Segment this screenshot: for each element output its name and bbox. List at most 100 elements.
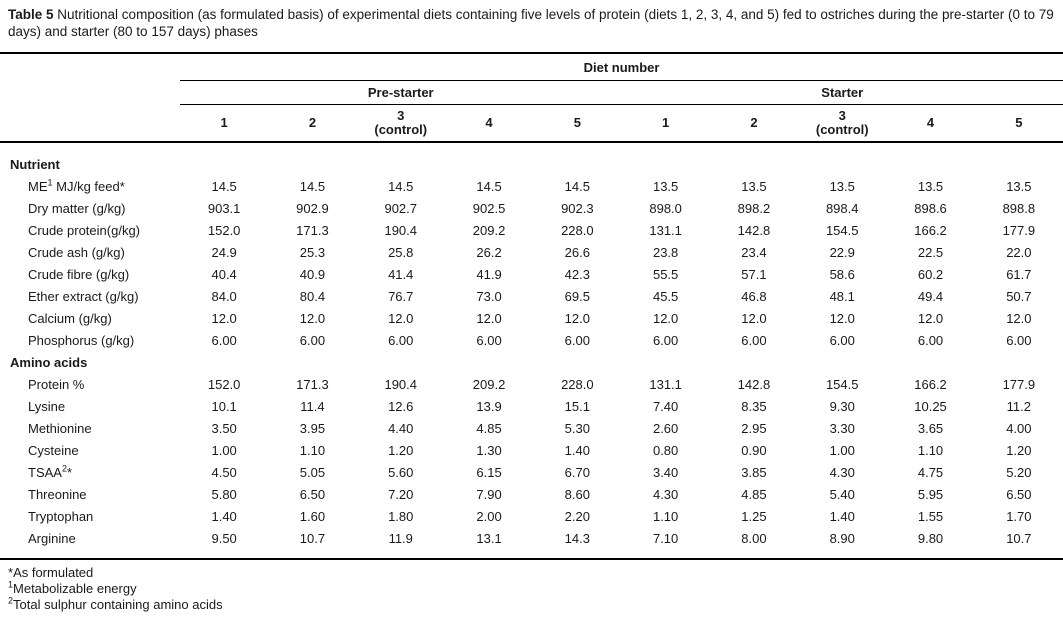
cell-value: 58.6 [829,266,855,282]
cell-value: 49.4 [917,288,944,304]
cell-value: 209.2 [472,222,506,238]
cell-value: 2.20 [564,508,590,524]
cell-value: 1.30 [476,442,502,458]
cell-value: 3.50 [211,420,237,436]
cell-value: 3.85 [741,464,767,480]
cell-value: 1.00 [829,442,855,458]
footnote: 2Total sulphur containing amino acids [8,595,223,612]
cell-value: 8.35 [741,398,767,414]
cell-value: 11.4 [300,398,325,414]
cell-value: 6.00 [917,332,944,348]
empty-cell [180,142,1063,175]
table-row: Crude protein(g/kg) 152.0 171.3 190.4 209.2 2… [0,219,1063,241]
cell-value: 6.50 [1006,486,1032,502]
header-spacer-cell [0,81,180,105]
table-caption-text: Nutritional composition (as formulated b… [8,7,1054,39]
cell-value: 7.90 [476,486,502,502]
cell-value: 14.5 [211,178,237,194]
cell-value: 0.90 [741,442,767,458]
table-row: Lysine 10.1 11.4 12.6 13.9 15.1 7.40 8.35 9.30 10… [0,395,1063,417]
cell-value: 25.3 [299,244,326,260]
table-row: Crude ash (g/kg) 24.9 25.3 25.8 26.2 26.6 23.8… [0,241,1063,263]
column-header-starter-1: 1 [662,115,670,130]
footnote: *As formulated [8,565,94,580]
cell-value: 1.60 [299,508,326,524]
cell-value: 7.40 [652,398,679,414]
column-header-pre-starter-1: 1 [220,115,228,130]
cell-value: 73.0 [476,288,502,304]
cell-value: 12.0 [829,310,855,326]
cell-value: 5.60 [388,464,414,480]
cell-value: 3.40 [652,464,679,480]
cell-value: 2.00 [476,508,502,524]
cell-value: 12.0 [211,310,237,326]
cell-value: 4.30 [652,486,679,502]
cell-value: 6.00 [829,332,855,348]
column-header-starter-4: 4 [926,115,935,130]
cell-value: 6.00 [652,332,679,348]
cell-value: 76.7 [388,288,414,304]
row-label: Crude fibre (g/kg) [28,266,130,282]
cell-value: 4.75 [917,464,944,480]
row-label: Nutrient [10,156,60,172]
cell-value: 1.00 [211,442,237,458]
column-header-starter-2: 2 [750,115,758,130]
table-header: Diet number Pre-starter Starter 1 2 3 (cont… [0,53,1063,142]
cell-value: 1.10 [917,442,944,458]
cell-value: 4.85 [476,420,502,436]
row-label: Cysteine [28,442,79,458]
cell-value: 3.65 [917,420,944,436]
cell-value: 177.9 [1002,222,1036,238]
cell-value: 46.8 [741,288,767,304]
cell-value: 1.20 [388,442,414,458]
row-label: Arginine [28,530,76,546]
cell-value: 9.80 [917,530,944,546]
cell-value: 8.00 [741,530,767,546]
cell-value: 5.95 [917,486,944,502]
cell-value: 6.00 [564,332,590,348]
starter-group-header: Starter [621,80,1063,105]
row-label: Crude protein(g/kg) [28,222,140,238]
table-row: Cysteine 1.00 1.10 1.20 1.30 1.40 0.80 0.90 1.00… [0,439,1063,461]
cell-value: 0.80 [652,442,679,458]
cell-value: 13.5 [829,178,855,194]
cell-value: 40.4 [211,266,237,282]
cell-value: 5.05 [299,464,326,480]
cell-value: 4.85 [741,486,767,502]
diet-number-header: Diet number [180,53,1063,81]
table-row: Protein % 152.0 171.3 190.4 209.2 228.0 131.1 1… [0,373,1063,395]
row-label: TSAA2* [28,463,73,480]
column-header-pre-starter-5: 5 [573,115,581,130]
cell-value: 24.9 [211,244,237,260]
cell-value: 23.8 [652,244,679,260]
cell-value: 142.8 [737,222,771,238]
row-label: Protein % [28,376,85,392]
cell-value: 166.2 [914,222,947,238]
cell-value: 9.50 [211,530,237,546]
cell-value: 6.00 [299,332,326,348]
cell-value: 4.00 [1006,420,1032,436]
cell-value: 898.6 [914,200,947,216]
cell-value: 209.2 [472,376,506,392]
phase-group-row: Pre-starter Starter [0,80,1063,105]
column-header-pre-starter-3: 3 (control) [374,108,428,137]
row-label: Calcium (g/kg) [28,310,112,326]
cell-value: 152.0 [207,222,241,238]
cell-value: 61.7 [1006,266,1032,282]
cell-value: 5.30 [564,420,590,436]
cell-value: 15.1 [564,398,590,414]
table-row: Ether extract (g/kg) 84.0 80.4 76.7 73.0 69.5… [0,285,1063,307]
cell-value: 23.4 [741,244,767,260]
header-spacer-cell [0,53,180,81]
cell-value: 1.20 [1006,442,1032,458]
cell-value: 6.50 [299,486,326,502]
cell-value: 50.7 [1006,288,1032,304]
cell-value: 6.15 [476,464,502,480]
cell-value: 13.5 [652,178,679,194]
footnote-superscript: 1 [8,579,14,590]
cell-value: 228.0 [561,376,594,392]
table-row: Threonine 5.80 6.50 7.20 7.90 8.60 4.30 4.85 5.4… [0,483,1063,505]
cell-value: 55.5 [652,266,679,282]
cell-value: 898.0 [649,200,682,216]
cell-value: 60.2 [917,266,944,282]
